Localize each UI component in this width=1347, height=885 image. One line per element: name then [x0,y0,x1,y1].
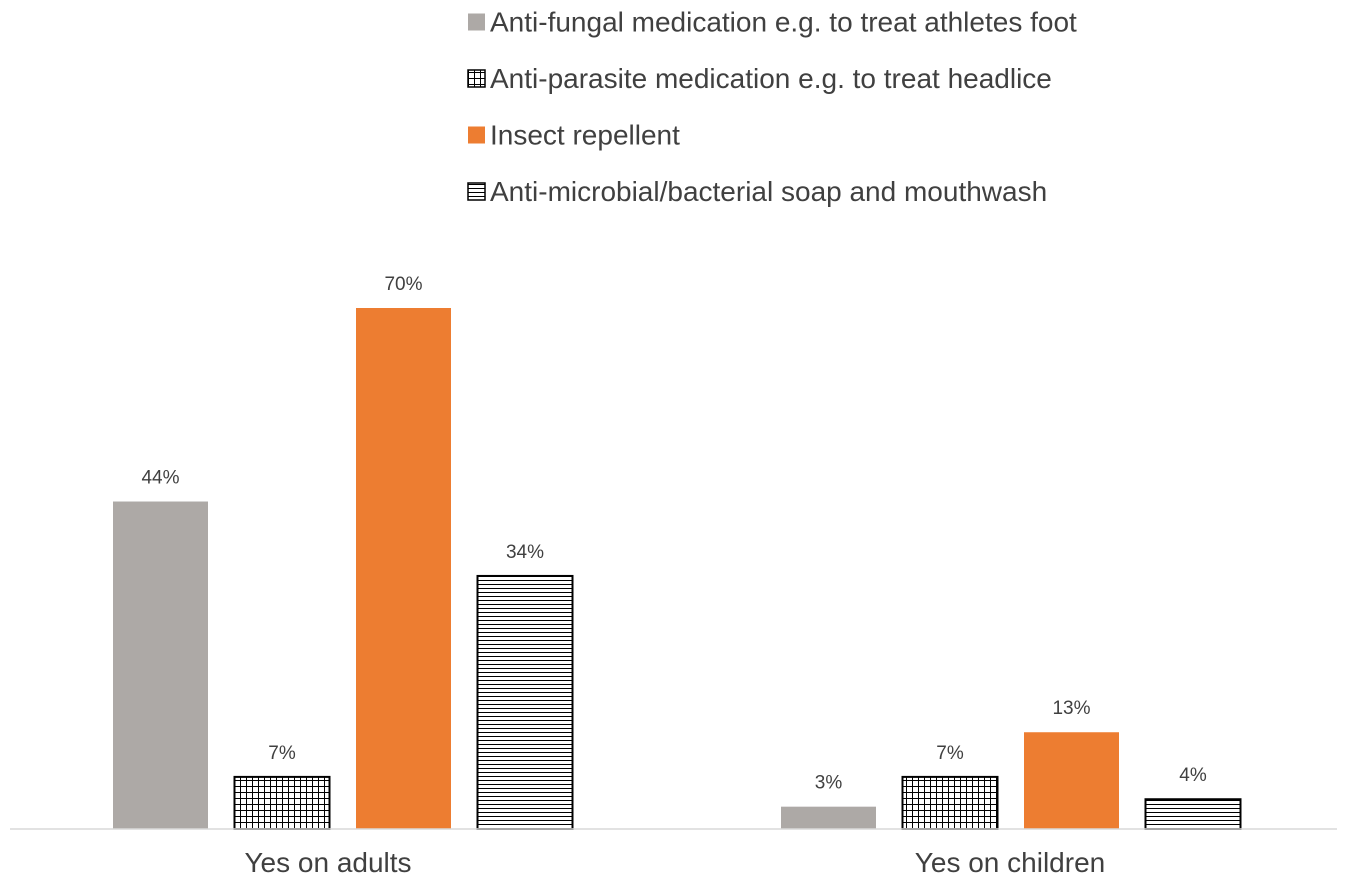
bar [476,574,574,831]
bar-group-yes-on-adults: 44% 7% 70% 34% [113,274,574,831]
bar [113,501,208,829]
legend-label: Anti-fungal medication e.g. to treat ath… [490,7,1077,38]
legend-swatch [468,13,485,31]
bar [356,308,451,829]
bar [1144,798,1242,831]
data-label: 70% [384,274,422,295]
legend-label: Anti-parasite medication e.g. to treat h… [490,63,1052,94]
legend-item-2: Anti-parasite medication e.g. to treat h… [467,63,1052,94]
bar [233,775,331,831]
legend-swatch [467,182,486,201]
legend-swatch [467,69,486,88]
data-label: 7% [268,743,296,764]
category-label: Yes on children [915,847,1105,878]
legend-label: Anti-microbial/bacterial soap and mouthw… [490,176,1047,207]
x-axis-category-labels: Yes on adults Yes on children [244,847,1105,878]
data-label: 3% [815,773,843,794]
bar [901,775,999,831]
data-label: 34% [506,542,544,563]
legend-label: Insect repellent [490,120,680,151]
data-label: 13% [1052,698,1090,719]
data-label: 44% [141,468,179,489]
legend: Anti-fungal medication e.g. to treat ath… [467,7,1077,207]
legend-swatch [468,126,485,144]
legend-item-4: Anti-microbial/bacterial soap and mouthw… [467,176,1047,207]
legend-item-1: Anti-fungal medication e.g. to treat ath… [468,7,1077,38]
category-label: Yes on adults [244,847,411,878]
plot-area: 44% 7% 70% 34% 3% 7% 13% 4% [113,274,1242,831]
legend-item-3: Insect repellent [468,120,680,151]
data-label: 4% [1179,765,1207,786]
data-label: 7% [936,743,964,764]
bar-group-yes-on-children: 3% 7% 13% 4% [781,698,1242,831]
bar [1024,732,1119,829]
bar [781,806,876,829]
